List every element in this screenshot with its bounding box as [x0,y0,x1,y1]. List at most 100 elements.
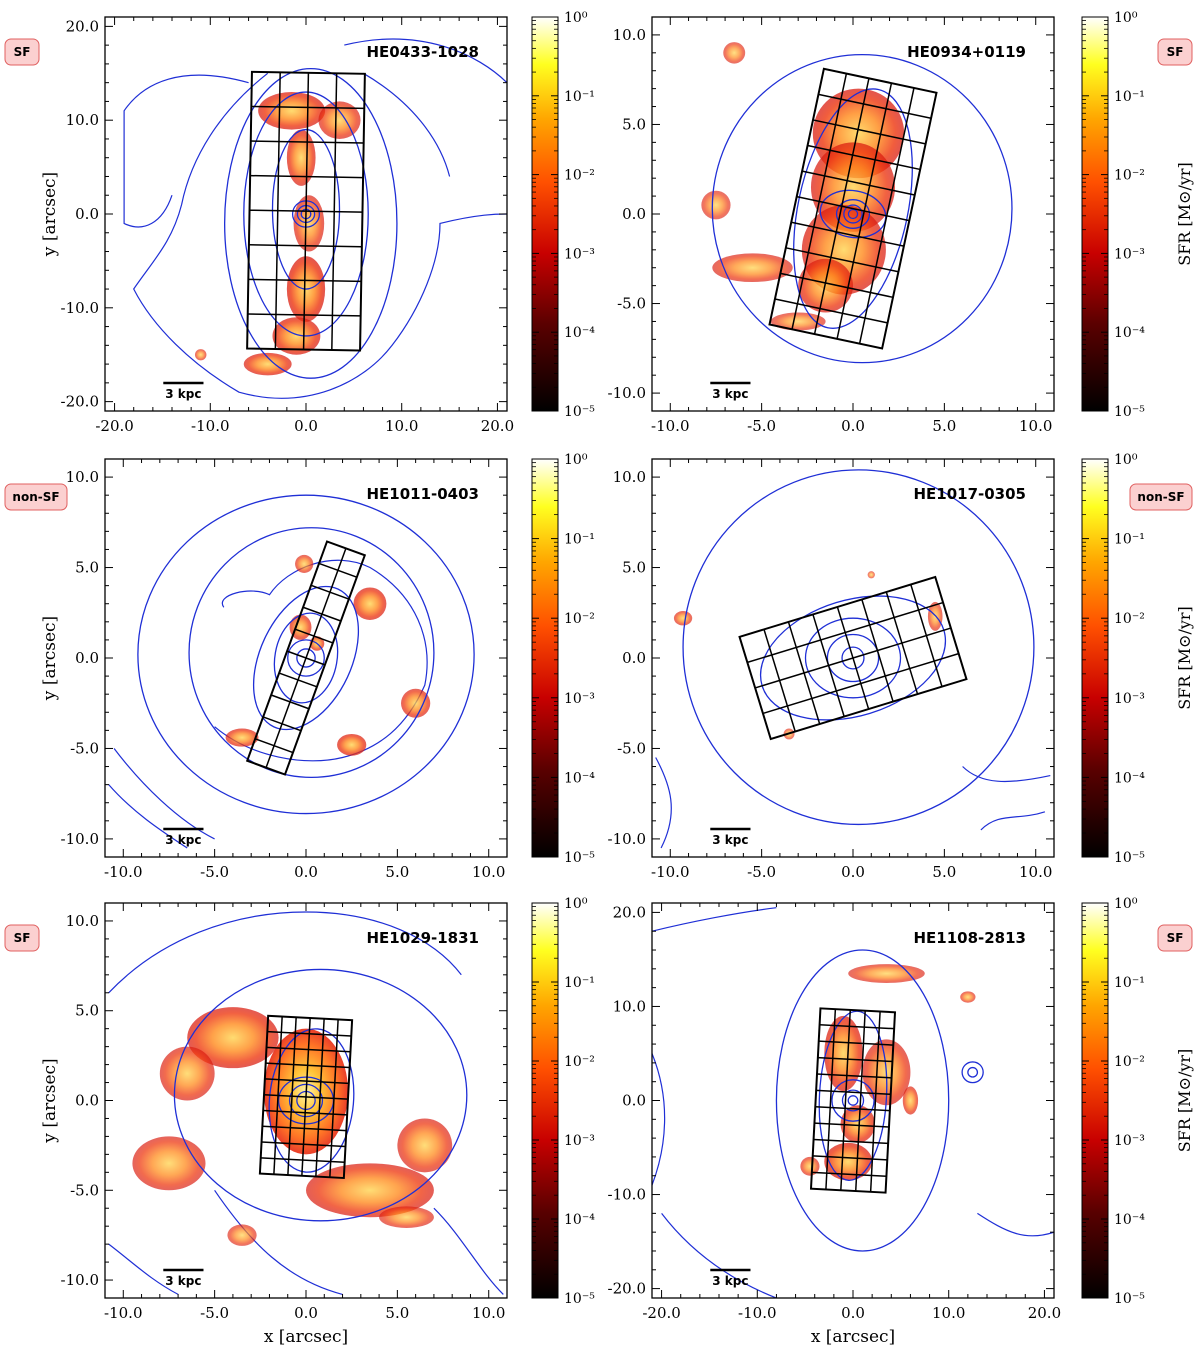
ifu-grid-line [250,174,364,179]
sfr-emission-blob [848,964,925,983]
ifu-grid-line [302,606,342,622]
x-tick-label: 10.0 [472,863,505,881]
y-axis-label: y [arcsec] [40,1058,60,1143]
panel-HE1029-1831: -10.0 -5.0 0.0 5.0 10.0 -10.0 -5.0 0.0 5.0 10.0 y … [4,896,595,1347]
class-badge [1157,38,1193,66]
sfr-emission-blob [286,129,316,186]
class-badge [1129,483,1193,511]
ifu-grid-line [262,716,302,732]
sfr-emission-blob [673,610,693,626]
panel-HE1011-0403: -10.0 -5.0 0.0 5.0 10.0 -10.0 -5.0 0.0 5.0 10.0 y … [4,452,595,881]
ifu-grid-line [815,1105,890,1112]
colorbar [1081,902,1109,1299]
sfr-emission-blob [225,728,259,747]
colorbar-tick-label: 10⁻⁴ [564,1212,595,1228]
y-tick-label: 20.0 [66,17,99,35]
x-tick-label: 5.0 [932,417,956,435]
sfr-emission-blob [397,1118,453,1173]
isophote-contour [223,67,398,379]
x-tick-label: 0.0 [841,863,865,881]
sfr-emission-blob [258,92,326,130]
outer-isophote-contour [652,1053,666,1186]
ifu-grid-line [818,1040,894,1046]
isophote-contour [831,1079,875,1122]
colorbar-tick-label: 10⁻⁴ [564,770,595,786]
plot-area [652,907,1054,1298]
isophote-contour [287,639,325,677]
y-tick-label: 10.0 [66,468,99,486]
y-tick-label: -5.0 [70,1181,99,1199]
y-tick-label: 10.0 [613,997,646,1015]
galaxy-name: HE1011-0403 [366,485,479,503]
ifu-grid-line [762,652,959,715]
x-axis-label: x [arcsec] [811,1327,895,1347]
y-tick-label: 0.0 [75,205,99,223]
ifu-grid-line [251,105,365,110]
ifu-grid-line [286,650,326,666]
ifu-grid [246,70,366,352]
y-tick-label: 0.0 [75,649,99,667]
x-tick-label: 0.0 [294,863,318,881]
class-badge [4,483,68,511]
y-tick-label: 0.0 [622,1092,646,1110]
colorbar-label: SFR [M⊙/yr] [1175,162,1194,266]
sfr-emission-blob [227,1224,257,1246]
ifu-grid-line [816,1089,891,1096]
galaxy-name: HE1017-0305 [913,485,1026,503]
isophote-contour [711,53,1013,364]
x-tick-label: 5.0 [385,863,409,881]
ifu-grid-line [791,221,905,247]
x-tick-label: -5.0 [747,417,776,435]
isophote-contour [243,91,369,337]
outer-isophote-contour [655,757,672,849]
colorbar [1081,458,1109,858]
ifu-grid [809,1007,897,1194]
colorbar-tick-label: 10⁻⁵ [564,404,595,420]
sfr-emission-blob [194,349,207,361]
ifu-grid-line [294,628,334,644]
isophote-contour [137,494,475,815]
outer-isophote-contour [108,1243,179,1295]
x-tick-label: 10.0 [385,417,418,435]
colorbar-tick-label: 10⁻¹ [1114,975,1145,991]
colorbar-tick-label: 10⁻² [1114,611,1145,627]
colorbar-tick-label: 10⁻¹ [564,975,595,991]
colorbar-label: SFR [M⊙/yr] [1175,1049,1194,1153]
panel-HE1017-0305: -10.0 -5.0 0.0 5.0 10.0 -10.0 -5.0 0.0 5.0 10.0 HE… [608,452,1194,881]
x-tick-label: 5.0 [932,863,956,881]
class-badge-label: SF [14,931,31,945]
ifu-grid-line [812,1155,888,1161]
ifu-grid-line [854,1010,866,1192]
ifu-grid-line [801,170,915,196]
x-tick-label: 0.0 [841,417,865,435]
y-axis-label: y [arcsec] [40,616,60,701]
ifu-grid-line [260,1157,345,1163]
ifu-grid-line [812,119,926,145]
y-tick-label: -10.0 [61,1271,99,1289]
isophote-contour [847,208,859,220]
x-tick-label: -10.0 [191,417,229,435]
ifu-grid-line [248,278,362,283]
sfr-emission-blob [800,1156,820,1176]
outer-isophote-contour [661,1213,777,1298]
class-badge [4,38,40,66]
plot-frame [651,902,1055,1299]
ifu-grid-line [818,93,932,120]
sfr-emission-blob [293,195,325,252]
sfr-emission-blob [960,991,976,1003]
class-badge-label: non-SF [12,490,59,504]
colorbar-tick-label: 10⁰ [564,896,588,912]
colorbar-tick-label: 10⁻¹ [1114,89,1145,105]
colorbar-tick-label: 10⁻⁵ [1114,1291,1145,1307]
ifu-grid-line [248,244,362,248]
ifu-grid-line [819,1024,895,1030]
colorbar-tick-label: 10⁰ [1114,10,1138,26]
y-tick-label: 0.0 [75,1092,99,1110]
outer-isophote-contour [962,766,1051,783]
x-axis-label: x [arcsec] [264,1327,348,1347]
class-badge [1157,924,1193,952]
x-tick-label: 10.0 [1019,863,1052,881]
y-axis-label: y [arcsec] [40,172,60,257]
ifu-grid-line [796,195,910,222]
